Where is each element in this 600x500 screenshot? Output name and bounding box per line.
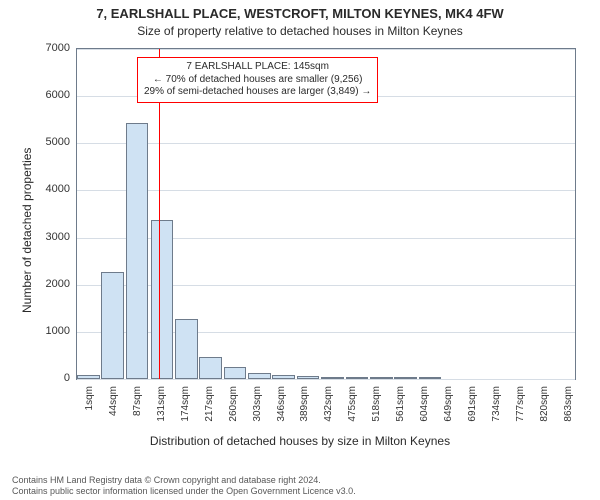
x-tick-label: 346sqm [276, 386, 287, 422]
gridline [77, 143, 575, 144]
histogram-bar [151, 220, 174, 379]
x-tick-label: 389sqm [299, 386, 310, 422]
x-tick-label: 44sqm [108, 386, 119, 416]
x-tick-label: 260sqm [228, 386, 239, 422]
info-box-line: ← 70% of detached houses are smaller (9,… [144, 74, 371, 87]
footer-line: Contains HM Land Registry data © Crown c… [12, 475, 356, 486]
x-tick-label: 174sqm [180, 386, 191, 422]
y-tick-label: 0 [28, 372, 70, 384]
x-tick-label: 518sqm [371, 386, 382, 422]
gridline [77, 190, 575, 191]
x-tick-label: 649sqm [443, 386, 454, 422]
info-box: 7 EARLSHALL PLACE: 145sqm← 70% of detach… [137, 57, 378, 103]
histogram-bar [175, 319, 198, 379]
footer-line: Contains public sector information licen… [12, 486, 356, 497]
x-tick-label: 863sqm [563, 386, 574, 422]
gridline [77, 49, 575, 50]
histogram-bar [248, 373, 271, 379]
y-tick-label: 3000 [28, 231, 70, 243]
x-tick-label: 303sqm [252, 386, 263, 422]
histogram-bar [126, 123, 149, 379]
info-box-line: 29% of semi-detached houses are larger (… [144, 86, 371, 99]
x-axis-label: Distribution of detached houses by size … [0, 434, 600, 448]
y-tick-label: 4000 [28, 183, 70, 195]
x-tick-label: 691sqm [467, 386, 478, 422]
info-box-line: 7 EARLSHALL PLACE: 145sqm [144, 61, 371, 74]
histogram-bar [321, 377, 344, 379]
y-tick-label: 6000 [28, 89, 70, 101]
x-tick-label: 604sqm [419, 386, 430, 422]
x-tick-label: 432sqm [323, 386, 334, 422]
histogram-bar [394, 377, 417, 379]
histogram-bar [370, 377, 393, 379]
histogram-bar [224, 367, 247, 379]
x-tick-label: 475sqm [347, 386, 358, 422]
histogram-bar [77, 375, 100, 379]
histogram-bar [419, 377, 442, 379]
x-tick-label: 87sqm [132, 386, 143, 416]
x-tick-label: 820sqm [539, 386, 550, 422]
y-tick-label: 5000 [28, 136, 70, 148]
y-tick-label: 1000 [28, 325, 70, 337]
chart-plot-area: 7 EARLSHALL PLACE: 145sqm← 70% of detach… [76, 48, 576, 380]
x-tick-label: 777sqm [515, 386, 526, 422]
histogram-bar [199, 357, 222, 379]
histogram-bar [297, 376, 320, 379]
gridline [77, 379, 575, 380]
y-tick-label: 7000 [28, 42, 70, 54]
y-tick-label: 2000 [28, 278, 70, 290]
x-tick-label: 131sqm [156, 386, 167, 422]
x-tick-label: 561sqm [395, 386, 406, 422]
page-subtitle: Size of property relative to detached ho… [0, 24, 600, 38]
x-tick-label: 734sqm [491, 386, 502, 422]
histogram-bar [346, 377, 369, 379]
copyright-footer: Contains HM Land Registry data © Crown c… [12, 475, 356, 498]
page-title: 7, EARLSHALL PLACE, WESTCROFT, MILTON KE… [0, 6, 600, 21]
x-tick-label: 1sqm [84, 386, 95, 410]
x-tick-label: 217sqm [204, 386, 215, 422]
histogram-bar [272, 375, 295, 379]
histogram-bar [101, 272, 124, 379]
